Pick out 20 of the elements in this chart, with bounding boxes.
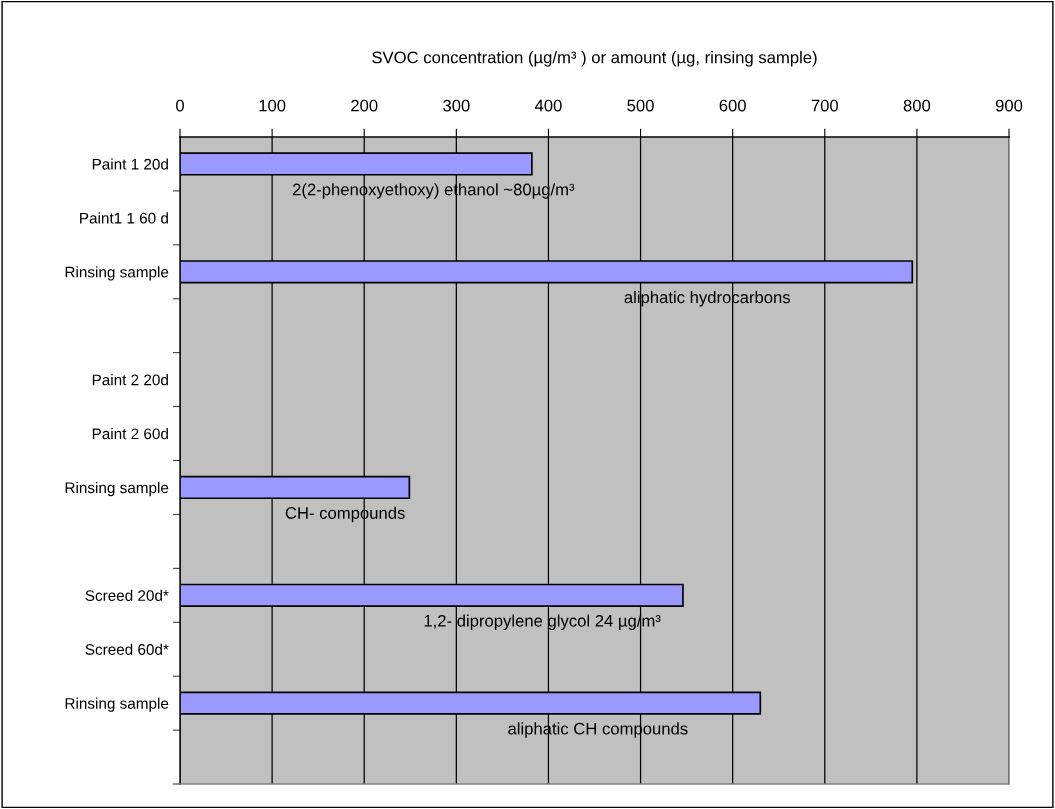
y-tick-label: Screed 60d* (85, 643, 169, 655)
y-tick-label: Paint 2 20d (92, 374, 168, 386)
y-tick-label: Rinsing sample (65, 697, 169, 712)
x-axis-title: SVOC concentration (µg/m³ ) or amount (µg, rinsing sample) (372, 51, 817, 67)
x-tick-label: 400 (534, 99, 562, 112)
x-tick-label: 0 (176, 99, 184, 112)
x-tick-label: 800 (903, 99, 931, 112)
x-tick-label: 700 (811, 99, 839, 112)
x-tick-label: 500 (627, 99, 654, 112)
x-tick-label: 200 (351, 99, 378, 112)
x-tick-label: 300 (443, 99, 470, 112)
y-tick-label: Rinsing sample (65, 481, 169, 497)
x-tick-label: 600 (719, 99, 746, 112)
y-tick-label: Paint 2 60d (92, 428, 168, 440)
y-tick-label: Rinsing sample (65, 266, 169, 281)
y-tick-label: Paint 1 20d (92, 158, 168, 170)
x-tick-label: 900 (995, 99, 1023, 112)
x-tick-label: 100 (259, 99, 286, 112)
y-tick-label: Screed 20d* (85, 589, 169, 601)
y-tick-label: Paint1 1 60 d (80, 212, 168, 224)
